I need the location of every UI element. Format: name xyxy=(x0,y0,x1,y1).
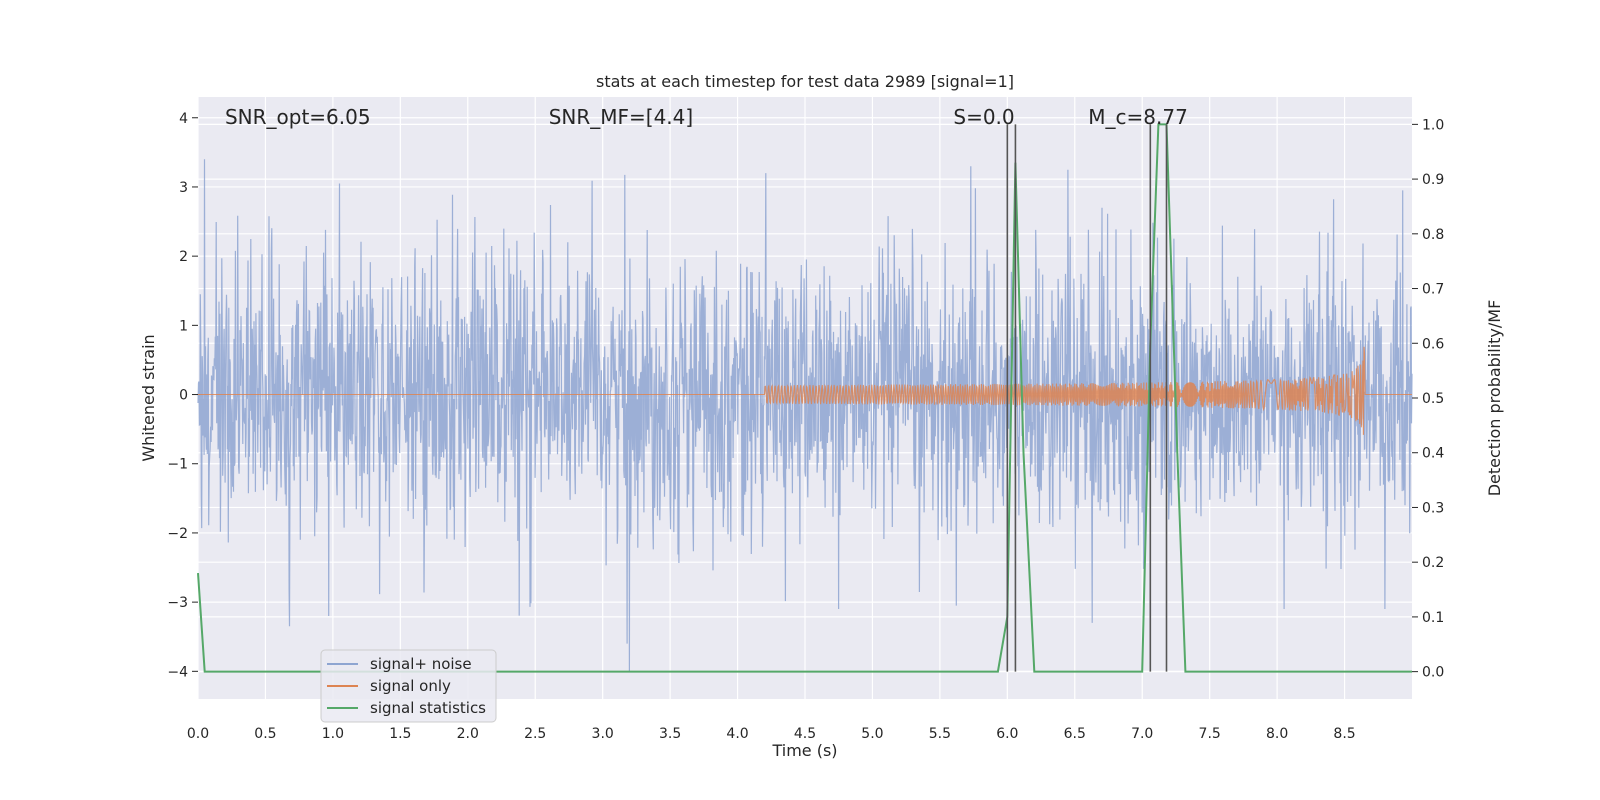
y-axis-right-ticks: 0.0 0.1 0.2 0.3 0.4 0.5 0.6 0.7 0.8 0.9 1.0 xyxy=(1412,117,1444,681)
y-right-tick-label: 0.3 xyxy=(1422,500,1444,516)
x-tick-label: 3.0 xyxy=(592,726,614,742)
legend-label: signal only xyxy=(370,677,451,695)
series-layer xyxy=(197,123,1413,673)
annotation-s: S=0.0 xyxy=(953,105,1014,129)
x-tick-label: 4.0 xyxy=(726,726,748,742)
y-axis-right-label: Detection probability/MF xyxy=(1485,300,1504,497)
y-right-tick-label: 0.8 xyxy=(1422,227,1444,243)
legend-label: signal statistics xyxy=(370,699,486,717)
y-left-tick-label: −2 xyxy=(167,526,188,542)
annotations: SNR_opt=6.05 SNR_MF=[4.4] S=0.0 M_c=8.77 xyxy=(225,105,1188,129)
x-tick-label: 6.5 xyxy=(1064,726,1086,742)
x-tick-label: 5.0 xyxy=(861,726,883,742)
x-tick-label: 8.5 xyxy=(1333,726,1355,742)
y-axis-left-label: Whitened strain xyxy=(139,334,158,461)
y-axis-left-ticks: −4 −3 −2 −1 0 1 2 3 4 xyxy=(167,111,198,680)
y-left-tick-label: 0 xyxy=(179,388,188,404)
x-tick-label: 7.5 xyxy=(1199,726,1221,742)
x-tick-label: 2.0 xyxy=(457,726,479,742)
y-right-tick-label: 0.0 xyxy=(1422,665,1444,681)
x-tick-label: 2.5 xyxy=(524,726,546,742)
vertical-markers xyxy=(1006,124,1168,672)
annotation-snr-mf: SNR_MF=[4.4] xyxy=(549,105,693,129)
chart-title: stats at each timestep for test data 298… xyxy=(596,72,1014,91)
x-tick-label: 1.0 xyxy=(322,726,344,742)
y-right-tick-label: 0.9 xyxy=(1422,172,1444,188)
y-right-tick-label: 0.2 xyxy=(1422,555,1444,571)
legend-box xyxy=(320,649,497,723)
x-tick-label: 3.5 xyxy=(659,726,681,742)
y-right-tick-label: 0.7 xyxy=(1422,282,1444,298)
x-tick-label: 6.0 xyxy=(996,726,1018,742)
y-right-tick-label: 1.0 xyxy=(1422,117,1444,133)
x-tick-label: 7.0 xyxy=(1131,726,1153,742)
x-axis-ticks: 0.0 0.5 1.0 1.5 2.0 2.5 3.0 3.5 4.0 4.5 5.0 5.5 6.0 6… xyxy=(187,726,1356,742)
y-right-tick-label: 0.5 xyxy=(1422,391,1444,407)
x-tick-label: 8.0 xyxy=(1266,726,1288,742)
series-signal-only-line xyxy=(198,346,1412,435)
y-right-tick-label: 0.6 xyxy=(1422,336,1444,352)
x-tick-label: 4.5 xyxy=(794,726,816,742)
x-tick-label: 1.5 xyxy=(389,726,411,742)
y-left-tick-label: −4 xyxy=(167,664,188,680)
annotation-snr-opt: SNR_opt=6.05 xyxy=(225,105,371,129)
x-tick-label: 0.5 xyxy=(254,726,276,742)
y-left-tick-label: −3 xyxy=(167,595,188,611)
series-signal-statistics-line xyxy=(197,123,1412,673)
y-left-tick-label: 3 xyxy=(179,180,188,196)
legend: signal+ noise signal only signal statistic… xyxy=(320,649,497,723)
y-left-tick-label: 1 xyxy=(179,318,188,334)
x-tick-label: 5.5 xyxy=(929,726,951,742)
y-left-tick-label: 4 xyxy=(179,111,188,127)
legend-label: signal+ noise xyxy=(370,655,472,673)
y-right-tick-label: 0.1 xyxy=(1422,610,1444,626)
x-axis-label: Time (s) xyxy=(771,741,837,760)
x-tick-label: 0.0 xyxy=(187,726,209,742)
annotation-mc: M_c=8.77 xyxy=(1088,105,1188,129)
y-right-tick-label: 0.4 xyxy=(1422,446,1444,462)
y-left-tick-label: −1 xyxy=(167,457,188,473)
y-left-tick-label: 2 xyxy=(179,249,188,265)
series-signal-noise-line xyxy=(197,159,1413,672)
